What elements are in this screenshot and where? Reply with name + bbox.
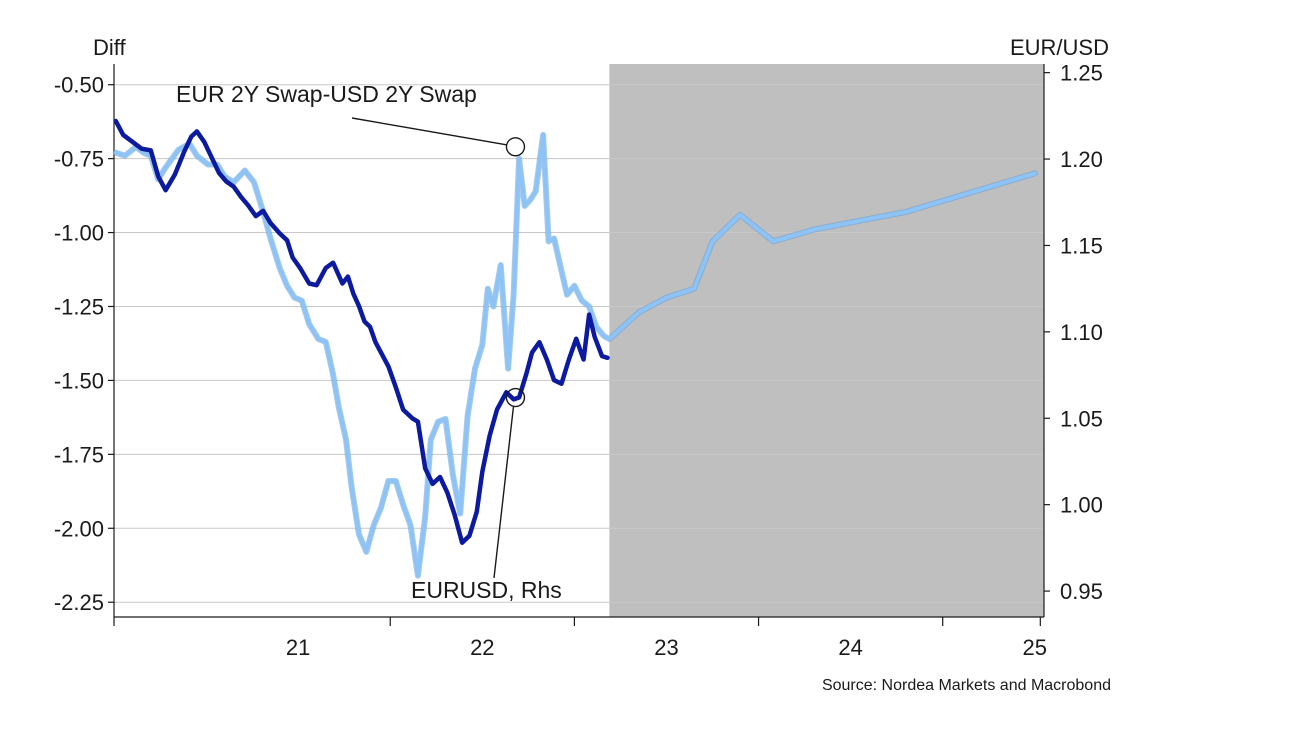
right-tick-label: 1.15 [1060, 233, 1103, 258]
right-tick-label: 0.95 [1060, 579, 1103, 604]
left-tick-label: -1.25 [54, 294, 104, 319]
source-note: Source: Nordea Markets and Macrobond [821, 677, 1111, 694]
annotations: EUR 2Y Swap-USD 2Y Swap EURUSD, Rhs [176, 81, 562, 603]
annotation-marker [505, 387, 526, 408]
annotation-marker [505, 137, 526, 157]
x-tick-label: 22 [470, 635, 494, 660]
right-tick-label: 1.20 [1060, 147, 1103, 172]
series-line [113, 133, 1037, 578]
right-tick-label: 1.10 [1060, 320, 1103, 345]
right-tick-label: 1.25 [1060, 61, 1103, 86]
left-tick-label: -2.00 [54, 516, 104, 541]
x-tick-label: 24 [838, 635, 862, 660]
axes: -0.50 -0.75 -1.00 -1.25 -1.50 -1.75 -2.00 -2.25… [54, 61, 1103, 660]
x-tick-label: 21 [286, 635, 310, 660]
right-tick-label: 1.05 [1060, 406, 1103, 431]
left-tick-label: -0.50 [54, 73, 104, 98]
shaded-region [609, 64, 1044, 617]
annotation-label: EURUSD, Rhs [411, 577, 562, 603]
left-tick-label: -2.25 [54, 590, 104, 615]
x-tick-label: 23 [654, 635, 678, 660]
right-tick-label: 1.00 [1060, 493, 1103, 518]
series-line [113, 118, 610, 545]
left-tick-label: -0.75 [54, 147, 104, 172]
series-lines [112, 118, 1038, 579]
right-axis-title: EUR/USD [1010, 35, 1109, 60]
forecast-shaded-region [609, 64, 1044, 617]
annotation-leader [351, 117, 507, 146]
annotation-leader [493, 406, 515, 579]
left-tick-label: -1.50 [54, 368, 104, 393]
left-tick-label: -1.00 [54, 221, 104, 246]
left-tick-label: -1.75 [54, 442, 104, 467]
left-axis-title: Diff [93, 35, 126, 60]
annotation-label: EUR 2Y Swap-USD 2Y Swap [176, 81, 477, 107]
x-tick-label: 25 [1023, 635, 1047, 660]
